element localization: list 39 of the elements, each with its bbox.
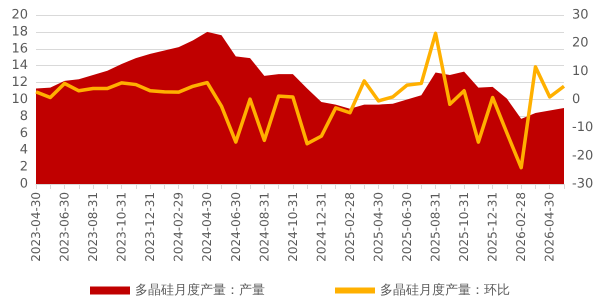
x-tick-label: 2024-10-31 bbox=[286, 192, 300, 262]
x-tick-label: 2026-02-28 bbox=[514, 192, 528, 262]
x-tick-label: 2024-02-29 bbox=[172, 192, 186, 262]
y-tick-label: 16 bbox=[11, 41, 28, 56]
x-tick-label: 2024-08-31 bbox=[257, 192, 272, 262]
legend-label: 多晶硅月度产量：环比 bbox=[380, 282, 510, 298]
x-tick-label: 2025-06-30 bbox=[400, 192, 414, 262]
y-tick-label: 18 bbox=[11, 24, 28, 40]
x-tick-label: 2023-06-30 bbox=[58, 192, 72, 262]
y-tick-label: 12 bbox=[11, 75, 28, 90]
y-tick-label: 6 bbox=[20, 126, 28, 141]
y-tick-label: 20 bbox=[11, 8, 28, 22]
legend-label: 多晶硅月度产量：产量 bbox=[135, 282, 265, 298]
y-tick-label: 10 bbox=[11, 92, 28, 107]
y2-tick-label: -20 bbox=[572, 148, 594, 164]
y-tick-label: 14 bbox=[11, 58, 28, 74]
x-tick-label: 2023-08-31 bbox=[86, 192, 100, 262]
x-tick-label: 2023-04-30 bbox=[29, 192, 43, 262]
y-tick-label: 8 bbox=[20, 108, 28, 124]
x-tick-label: 2025-02-28 bbox=[342, 192, 357, 262]
y2-tick-label: -10 bbox=[572, 120, 594, 136]
y2-tick-label: 0 bbox=[572, 92, 580, 107]
y2-tick-label: 30 bbox=[572, 8, 589, 22]
x-tick-label: 2024-04-30 bbox=[200, 192, 214, 262]
x-tick-label: 2025-04-30 bbox=[371, 192, 386, 262]
x-tick-label: 2025-12-31 bbox=[486, 192, 500, 262]
y2-tick-label: 20 bbox=[572, 36, 589, 51]
y-tick-label: 2 bbox=[20, 160, 28, 175]
x-tick-label: 2023-10-31 bbox=[114, 192, 129, 262]
x-tick-label: 2025-08-31 bbox=[428, 192, 443, 262]
x-tick-label: 2026-04-30 bbox=[542, 192, 557, 262]
x-tick-label: 2023-12-31 bbox=[143, 192, 158, 262]
x-tick-label: 2024-06-30 bbox=[228, 192, 243, 262]
y-tick-label: 0 bbox=[20, 176, 28, 192]
y-tick-label: 4 bbox=[20, 142, 28, 158]
y2-tick-label: 10 bbox=[572, 64, 589, 79]
x-tick-label: 2025-10-31 bbox=[457, 192, 472, 262]
x-tick-label: 2024-12-31 bbox=[314, 192, 328, 262]
y2-tick-label: -30 bbox=[572, 176, 594, 192]
